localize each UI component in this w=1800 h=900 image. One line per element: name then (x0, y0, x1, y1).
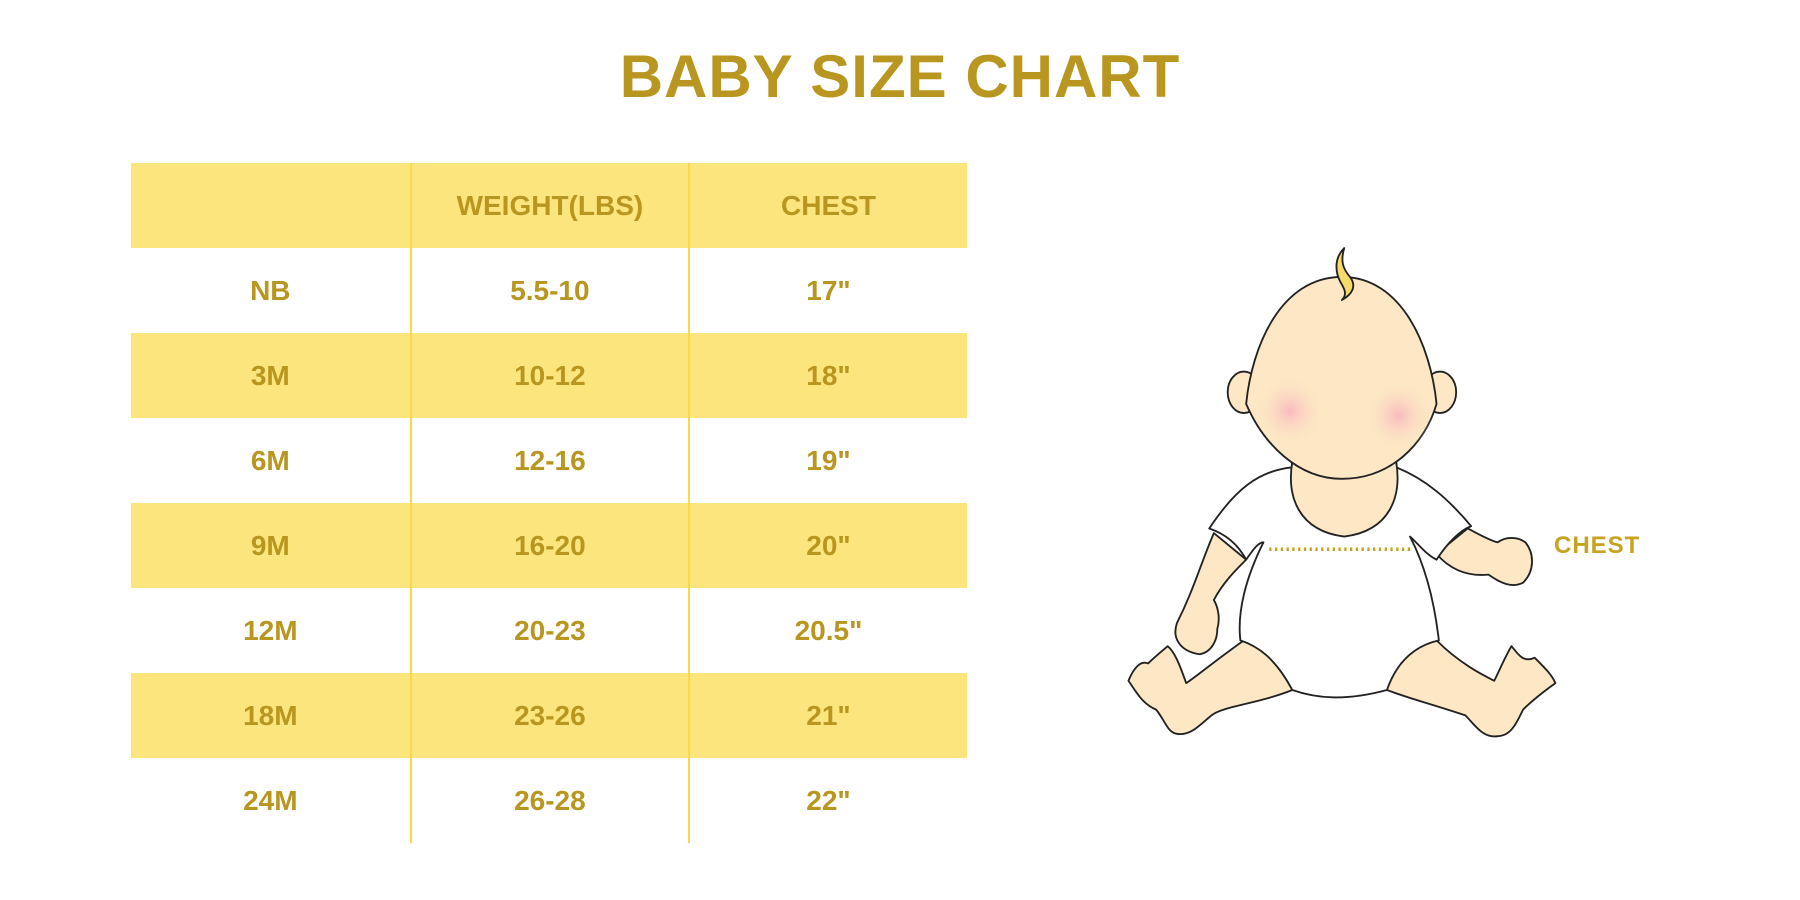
onesie (1208, 466, 1473, 699)
header-cell-weight: WEIGHT(LBS) (409, 163, 689, 248)
table-row: 3M 10-12 18" (131, 333, 967, 418)
left-leg (1127, 639, 1294, 736)
table-row: 9M 16-20 20" (131, 503, 967, 588)
cell-size: 6M (250, 444, 290, 476)
cell-weight: 16-20 (409, 503, 689, 588)
right-leg (1386, 639, 1557, 738)
cell-size: NB (250, 274, 291, 306)
cell-weight: 26-28 (409, 758, 689, 843)
header-cell-chest: CHEST (688, 163, 967, 248)
right-arm (1435, 527, 1533, 586)
hair-curl (1335, 247, 1355, 301)
cell-chest: 20" (688, 503, 967, 588)
table-row: 24M 26-28 22" (131, 758, 967, 843)
cell-size: 3M (250, 359, 290, 391)
cell-weight: 23-26 (409, 673, 689, 758)
cell-weight: 12-16 (409, 418, 689, 503)
cell-chest: 21" (688, 673, 967, 758)
cell-weight: 5.5-10 (409, 248, 689, 333)
cell-weight: 20-23 (409, 588, 689, 673)
chest-label: CHEST (1554, 532, 1641, 559)
table-header-row: WEIGHT(LBS) CHEST (131, 163, 967, 248)
cell-chest: 17" (688, 248, 967, 333)
left-arm (1174, 532, 1248, 656)
size-table: WEIGHT(LBS) CHEST NB 5.5-10 17" 3M 10-12 18" 6… (131, 163, 967, 843)
cell-chest: 20.5" (688, 588, 967, 673)
page-title: BABY SIZE CHART (619, 43, 1181, 110)
cell-size: 18M (243, 699, 298, 731)
cell-size: 12M (243, 614, 298, 646)
cell-size: 24M (243, 784, 298, 816)
table-row: 6M 12-16 19" (131, 418, 967, 503)
table-row: 12M 20-23 20.5" (131, 588, 967, 673)
table-row: 18M 23-26 21" (131, 673, 967, 758)
cell-chest: 19" (688, 418, 967, 503)
cell-weight: 10-12 (409, 333, 689, 418)
cell-chest: 22" (688, 758, 967, 843)
right-cheek-blush (1363, 380, 1434, 450)
neck (1290, 460, 1399, 538)
left-cheek-blush (1255, 376, 1325, 446)
table-row: NB 5.5-10 17" (131, 248, 967, 333)
cell-size: 9M (250, 529, 290, 561)
cell-chest: 18" (688, 333, 967, 418)
